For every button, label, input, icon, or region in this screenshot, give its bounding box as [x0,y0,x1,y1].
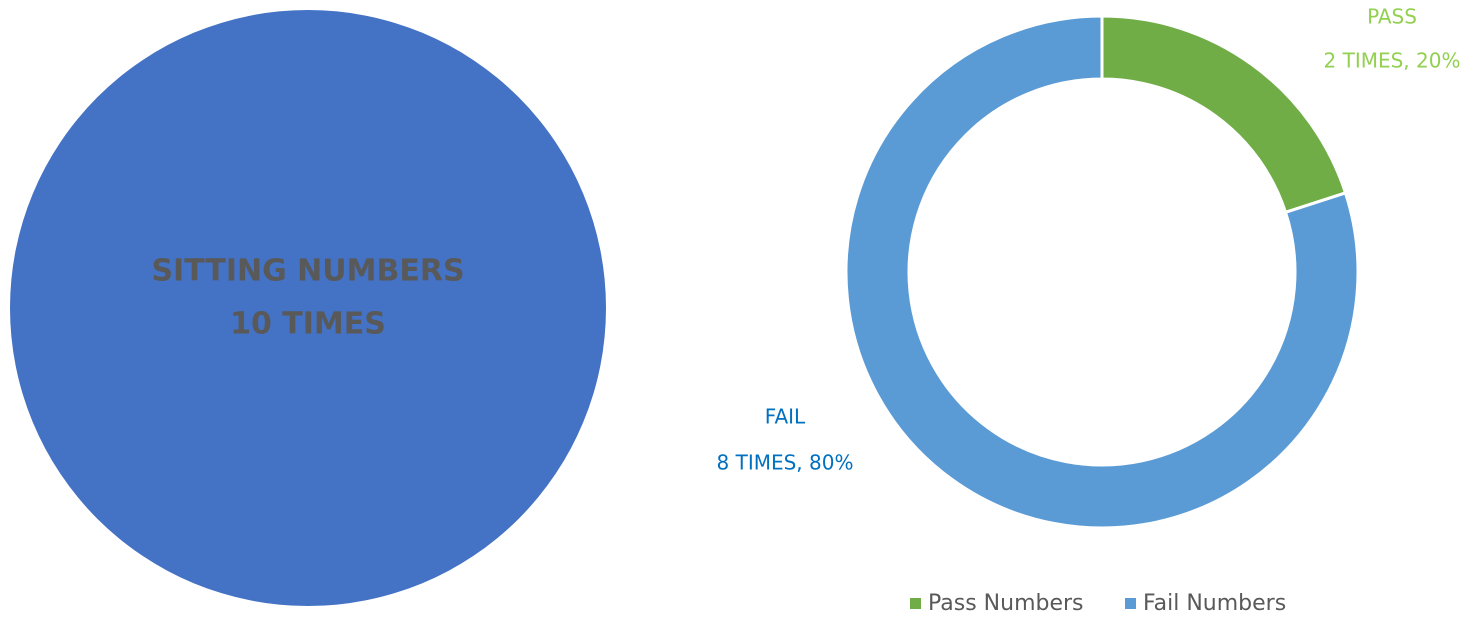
slice-label: PASS [1367,5,1417,29]
value-label: 8 TIMES, 80% [717,451,854,475]
value-label: 2 TIMES, 20% [1324,49,1461,73]
value-label: 10 TIMES [230,307,386,342]
legend-label: Pass Numbers [928,591,1084,616]
slice-label: SITTING NUMBERS [151,254,464,289]
legend-label: Fail Numbers [1143,591,1286,616]
legend-swatch [910,598,921,609]
slice-label: FAIL [765,405,806,429]
donut-slice [1100,14,1348,215]
legend-swatch [1125,598,1136,609]
donut-slice [844,14,1360,530]
pie-slice [10,10,606,606]
